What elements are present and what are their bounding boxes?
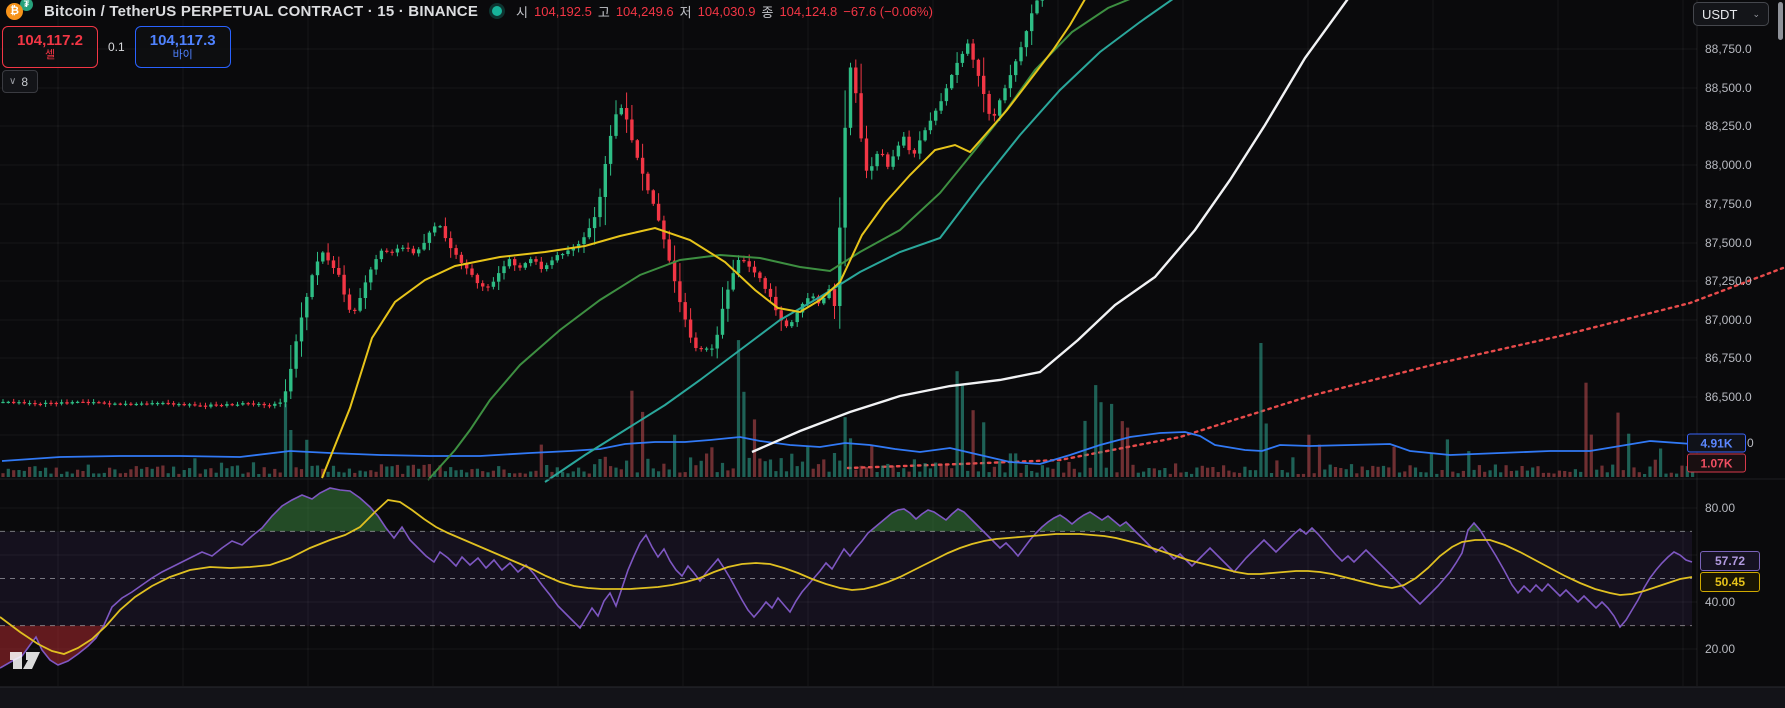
- open-label: 시: [516, 4, 529, 20]
- close-value: 104,124.8: [779, 3, 838, 19]
- volume-value-badge: 4.91K: [1687, 433, 1746, 453]
- price-axis-label: 86,500.0: [1705, 390, 1752, 404]
- low-value: 104,030.9: [697, 3, 756, 19]
- tether-icon: ₮: [20, 0, 33, 11]
- price-axis-label: 86,750.0: [1705, 351, 1752, 365]
- sell-button[interactable]: 104,117.2 셀: [2, 26, 98, 68]
- rsi-axis-label: 80.00: [1705, 501, 1736, 515]
- open-value: 104,192.5: [534, 3, 592, 19]
- high-label: 고: [597, 4, 610, 20]
- tradingview-watermark-icon: [10, 652, 40, 669]
- currency-label: USDT: [1702, 6, 1738, 22]
- currency-dropdown[interactable]: USDT ⌄: [1693, 2, 1769, 26]
- quantity-value[interactable]: 0.1: [108, 40, 125, 54]
- symbol-pair-logo: ₮ ₿: [6, 0, 36, 21]
- rsi-value-badge: 50.45: [1700, 572, 1760, 592]
- sell-price: 104,117.2: [17, 32, 83, 49]
- price-axis-label: 0: [1747, 436, 1754, 450]
- price-axis-label: 88,250.0: [1705, 119, 1752, 133]
- market-status-icon: [492, 6, 503, 16]
- rsi-value-badge: 57.72: [1700, 551, 1760, 571]
- sell-label: 셀: [44, 49, 56, 61]
- price-axis-label: 87,500.0: [1705, 236, 1752, 250]
- buy-price: 104,117.3: [149, 32, 216, 49]
- symbol-title[interactable]: Bitcoin / TetherUS PERPETUAL CONTRACT · …: [44, 2, 479, 20]
- chevron-down-icon: ⌄: [1752, 8, 1760, 19]
- high-value: 104,249.6: [615, 3, 674, 19]
- buy-label: 바이: [172, 49, 193, 61]
- rsi-axis-label: 40.00: [1705, 595, 1736, 609]
- chart-legend: ₮ ₿ Bitcoin / TetherUS PERPETUAL CONTRAC…: [6, 0, 933, 21]
- buy-button[interactable]: 104,117.3 바이: [134, 26, 231, 68]
- price-axis-label: 87,000.0: [1705, 313, 1752, 327]
- price-axis-label: 88,750.0: [1705, 42, 1752, 56]
- rsi-axis-label: 20.00: [1705, 642, 1736, 656]
- trade-buttons: 104,117.2 셀 0.1 104,117.3 바이: [2, 26, 231, 68]
- ohlc-values: 시 104,192.5 고 104,249.6 저 104,030.9 종 10…: [516, 2, 933, 21]
- bitcoin-icon: ₿: [6, 3, 23, 20]
- close-label: 종: [761, 4, 774, 20]
- price-axis-label: 87,250.0: [1705, 274, 1752, 288]
- price-axis-label: 87,750.0: [1705, 197, 1752, 211]
- price-axis-label: 88,000.0: [1705, 158, 1752, 172]
- volume-value-badge: 1.07K: [1687, 453, 1746, 473]
- low-label: 저: [679, 4, 692, 20]
- change-value: −67.6 (−0.06%): [843, 3, 933, 19]
- collapsed-count: 8: [21, 74, 29, 89]
- price-axis-label: 88,500.0: [1705, 81, 1752, 95]
- price-scale-scrollbar[interactable]: [1778, 2, 1783, 40]
- indicators-collapse-button[interactable]: ∨ 8: [2, 70, 39, 93]
- chevron-down-icon: ∨: [9, 76, 17, 87]
